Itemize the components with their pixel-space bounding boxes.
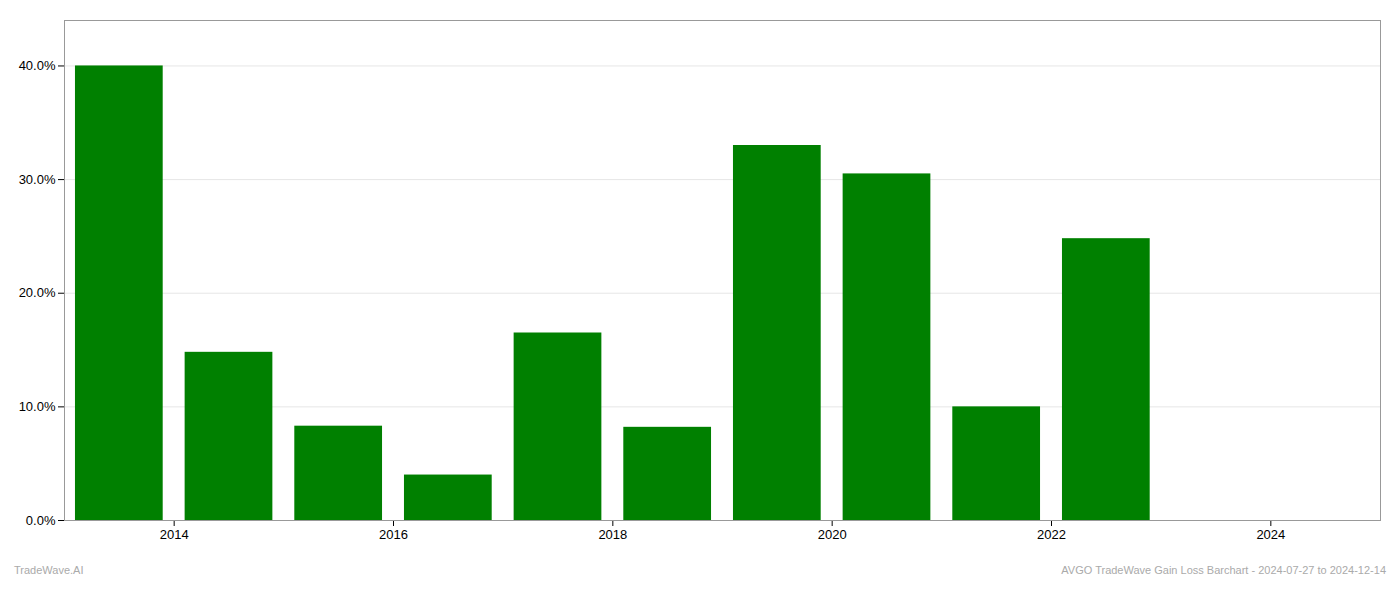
svg-text:2024: 2024 bbox=[1256, 527, 1285, 542]
svg-text:2014: 2014 bbox=[160, 527, 189, 542]
html-text:TradeWave.AI: TradeWave.AI bbox=[14, 564, 84, 576]
svg-text:2022: 2022 bbox=[1037, 527, 1066, 542]
svg-text:2020: 2020 bbox=[818, 527, 847, 542]
html-text:AVGO TradeWave Gain Loss Barch: AVGO TradeWave Gain Loss Barchart - 2024… bbox=[1061, 564, 1386, 576]
svg-text:2018: 2018 bbox=[598, 527, 627, 542]
svg-text:20.0%: 20.0% bbox=[19, 285, 56, 300]
svg-text:0.0%: 0.0% bbox=[26, 513, 56, 528]
svg-text:10.0%: 10.0% bbox=[19, 399, 56, 414]
svg-text:40.0%: 40.0% bbox=[19, 58, 56, 73]
svg-text:30.0%: 30.0% bbox=[19, 172, 56, 187]
svg-text:2016: 2016 bbox=[379, 527, 408, 542]
